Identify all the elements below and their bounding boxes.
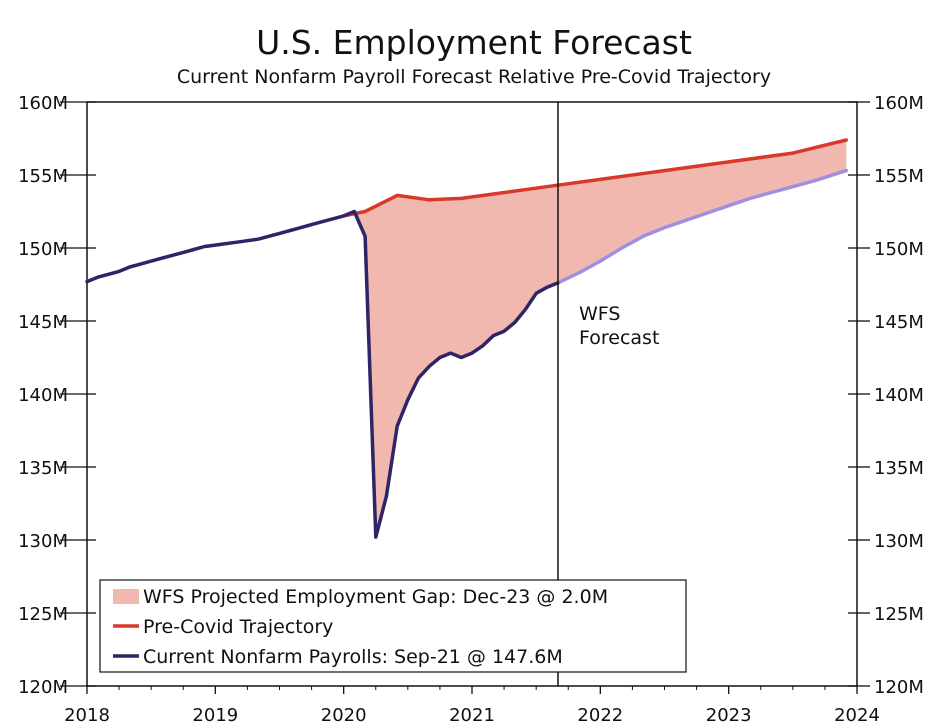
x-tick-label: 2022 [577, 705, 623, 726]
gap-area-layer [343, 140, 847, 538]
y-tick-label-left: 145M [18, 312, 68, 333]
chart-title: U.S. Employment Forecast [256, 23, 692, 62]
axes-layer: 120M 120M 125M 125M 130M 130M 135M 135M 140M 140M… [18, 93, 924, 726]
forecast-label-line1: WFS [579, 303, 620, 325]
pre-covid-trajectory-line [341, 138, 849, 218]
y-tick-label-right: 135M [874, 458, 924, 479]
y-tick-label-left: 140M [18, 385, 68, 406]
x-tick-label: 2018 [64, 705, 110, 726]
employment-gap-area [343, 140, 847, 538]
y-tick-label-left: 155M [18, 166, 68, 187]
legend-label-pre-covid: Pre-Covid Trajectory [143, 616, 333, 638]
legend: WFS Projected Employment Gap: Dec-23 @ 2… [99, 579, 687, 673]
series-lines-layer [85, 138, 849, 539]
x-tick-label: 2019 [192, 705, 238, 726]
y-tick-label-right: 130M [874, 531, 924, 552]
x-tick-label: 2023 [706, 705, 752, 726]
x-tick-label: 2021 [449, 705, 495, 726]
y-tick-label-left: 125M [18, 604, 68, 625]
y-tick-label-left: 135M [18, 458, 68, 479]
x-tick-label: 2024 [834, 705, 880, 726]
y-tick-label-right: 140M [874, 385, 924, 406]
legend-swatch-gap [113, 589, 139, 604]
legend-box [99, 579, 687, 673]
y-tick-label-right: 150M [874, 239, 924, 260]
nonfarm-payrolls-line [85, 209, 560, 539]
y-tick-label-left: 150M [18, 239, 68, 260]
forecast-label-line2: Forecast [579, 327, 659, 349]
y-tick-label-left: 120M [18, 677, 68, 698]
y-tick-label-left: 160M [18, 93, 68, 114]
x-tick-label: 2020 [321, 705, 367, 726]
legend-label-gap: WFS Projected Employment Gap: Dec-23 @ 2… [143, 586, 608, 608]
y-tick-label-left: 130M [18, 531, 68, 552]
y-tick-label-right: 120M [874, 677, 924, 698]
y-tick-label-right: 125M [874, 604, 924, 625]
y-tick-label-right: 145M [874, 312, 924, 333]
legend-label-payrolls: Current Nonfarm Payrolls: Sep-21 @ 147.6… [143, 646, 563, 668]
forecast-line [555, 168, 849, 285]
chart-subtitle: Current Nonfarm Payroll Forecast Relativ… [177, 66, 771, 88]
y-tick-label-right: 155M [874, 166, 924, 187]
y-tick-label-right: 160M [874, 93, 924, 114]
